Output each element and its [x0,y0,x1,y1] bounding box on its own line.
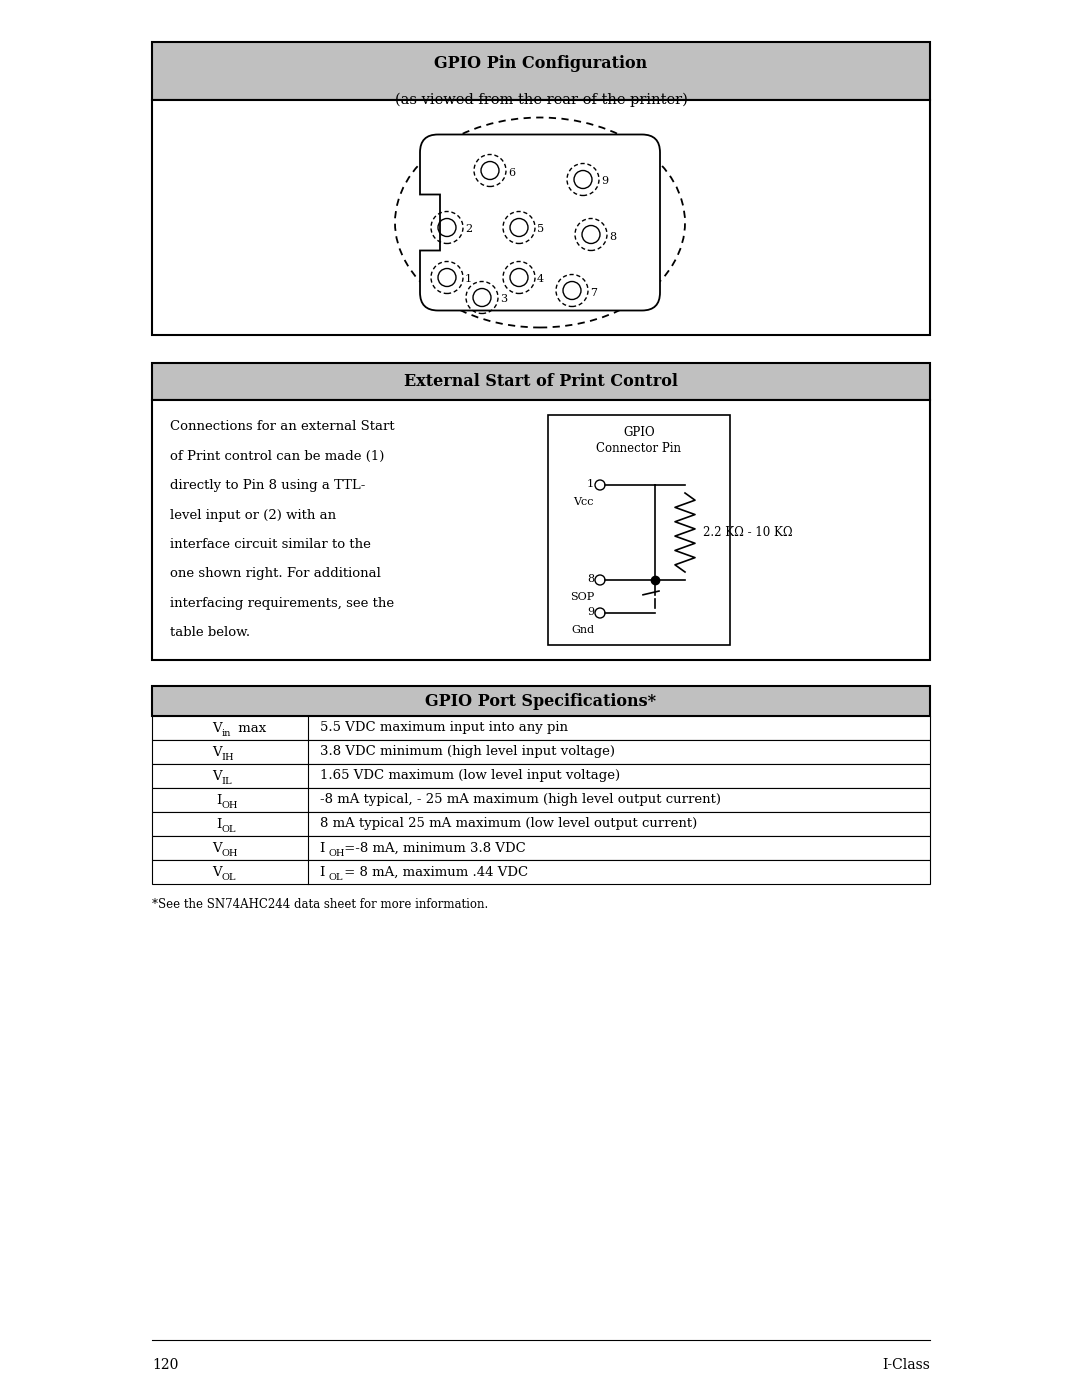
Bar [548,415,730,645]
Text: I: I [320,866,325,879]
Text: -8 mA typical, - 25 mA maximum (high level output current): -8 mA typical, - 25 mA maximum (high lev… [320,793,720,806]
Text: 9: 9 [586,608,594,617]
Bar [152,717,930,740]
Bar [152,764,930,788]
Text: = 8 mA, maximum .44 VDC: = 8 mA, maximum .44 VDC [339,866,528,879]
Text: GPIO Pin Configuration: GPIO Pin Configuration [434,56,648,73]
Text: V: V [212,746,221,759]
Text: V: V [212,770,221,782]
Text: of Print control can be made (1): of Print control can be made (1) [170,450,384,462]
Text: 5: 5 [537,225,544,235]
Text: OH: OH [221,848,239,858]
PathPatch shape [420,134,660,310]
Text: 120: 120 [152,1358,178,1372]
Text: in: in [221,728,231,738]
Text: IH: IH [221,753,234,761]
Text: Connections for an external Start: Connections for an external Start [170,420,394,433]
Text: one shown right. For additional: one shown right. For additional [170,567,381,581]
Text: I: I [216,817,221,830]
Text: 6: 6 [508,168,515,177]
Text: I: I [216,793,221,806]
Bar [152,363,930,400]
Text: 1: 1 [586,479,594,489]
Text: OL: OL [328,873,343,882]
Bar [152,400,930,659]
Text: 2.2 KΩ - 10 KΩ: 2.2 KΩ - 10 KΩ [703,527,793,539]
Text: OL: OL [221,824,237,834]
Text: 4: 4 [537,274,544,285]
Text: directly to Pin 8 using a TTL-: directly to Pin 8 using a TTL- [170,479,365,492]
Text: 8 mA typical 25 mA maximum (low level output current): 8 mA typical 25 mA maximum (low level ou… [320,817,697,830]
Text: GPIO Port Specifications*: GPIO Port Specifications* [426,693,657,711]
Text: Gnd: Gnd [571,624,594,636]
Text: 8: 8 [586,574,594,584]
Bar [152,42,930,101]
Text: interfacing requirements, see the: interfacing requirements, see the [170,597,394,610]
Text: *See the SN74AHC244 data sheet for more information.: *See the SN74AHC244 data sheet for more … [152,898,488,911]
Text: V: V [212,841,221,855]
Text: 1: 1 [465,274,472,285]
Text: max: max [233,721,266,735]
Text: 8: 8 [609,232,616,242]
Text: Vcc: Vcc [573,497,594,507]
Text: V: V [212,721,221,735]
Text: 5.5 VDC maximum input into any pin: 5.5 VDC maximum input into any pin [320,721,568,735]
Text: GPIO: GPIO [623,426,654,440]
Bar [152,101,930,335]
Bar [152,861,930,884]
Text: 3.8 VDC minimum (high level input voltage): 3.8 VDC minimum (high level input voltag… [320,746,615,759]
Text: Connector Pin: Connector Pin [596,441,681,454]
Text: OH: OH [221,800,239,809]
Text: I: I [320,841,325,855]
Text: 3: 3 [500,295,508,305]
Text: 1.65 VDC maximum (low level input voltage): 1.65 VDC maximum (low level input voltag… [320,770,620,782]
Bar [152,740,930,764]
Bar [152,788,930,812]
Text: V: V [212,866,221,879]
Text: level input or (2) with an: level input or (2) with an [170,509,336,521]
Text: =-8 mA, minimum 3.8 VDC: =-8 mA, minimum 3.8 VDC [339,841,525,855]
Text: 7: 7 [590,288,597,298]
Text: IL: IL [221,777,232,785]
Text: 2: 2 [465,225,472,235]
Text: SOP: SOP [570,592,594,602]
Bar [152,812,930,835]
Text: External Start of Print Control: External Start of Print Control [404,373,678,391]
Bar [152,835,930,861]
Text: I-Class: I-Class [882,1358,930,1372]
Text: table below.: table below. [170,626,251,640]
Text: (as viewed from the rear of the printer): (as viewed from the rear of the printer) [394,92,688,108]
Text: interface circuit similar to the: interface circuit similar to the [170,538,370,550]
Text: 9: 9 [600,176,608,187]
Bar [152,686,930,717]
Text: OL: OL [221,873,237,882]
Text: OH: OH [328,848,346,858]
